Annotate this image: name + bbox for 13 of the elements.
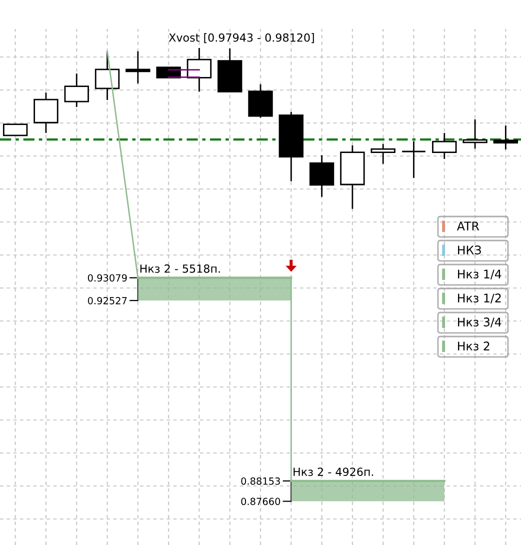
legend-label: НКЗ [458, 246, 481, 254]
y-tick-label: 0.92527 [88, 297, 127, 304]
legend-label: Нкз 1/4 [458, 270, 502, 280]
legend-label: Нкз 1/2 [458, 294, 501, 304]
text: Xvost [0.97943 - 0.98120] [168, 33, 314, 44]
y2-tick-label: 0.87660 [241, 498, 280, 506]
y-tick-label: 0.93079 [88, 274, 127, 282]
y2-tick-label: 0.88153 [241, 477, 280, 485]
series-label: Нкз 2 - 5518п. [140, 264, 220, 273]
legend-label: Нкз 2 [458, 342, 490, 350]
legend-label: ATR [456, 222, 480, 230]
legend-label: Нкз 3/4 [458, 318, 502, 328]
series-label: Нкз 2 - 4926п. [294, 468, 374, 476]
